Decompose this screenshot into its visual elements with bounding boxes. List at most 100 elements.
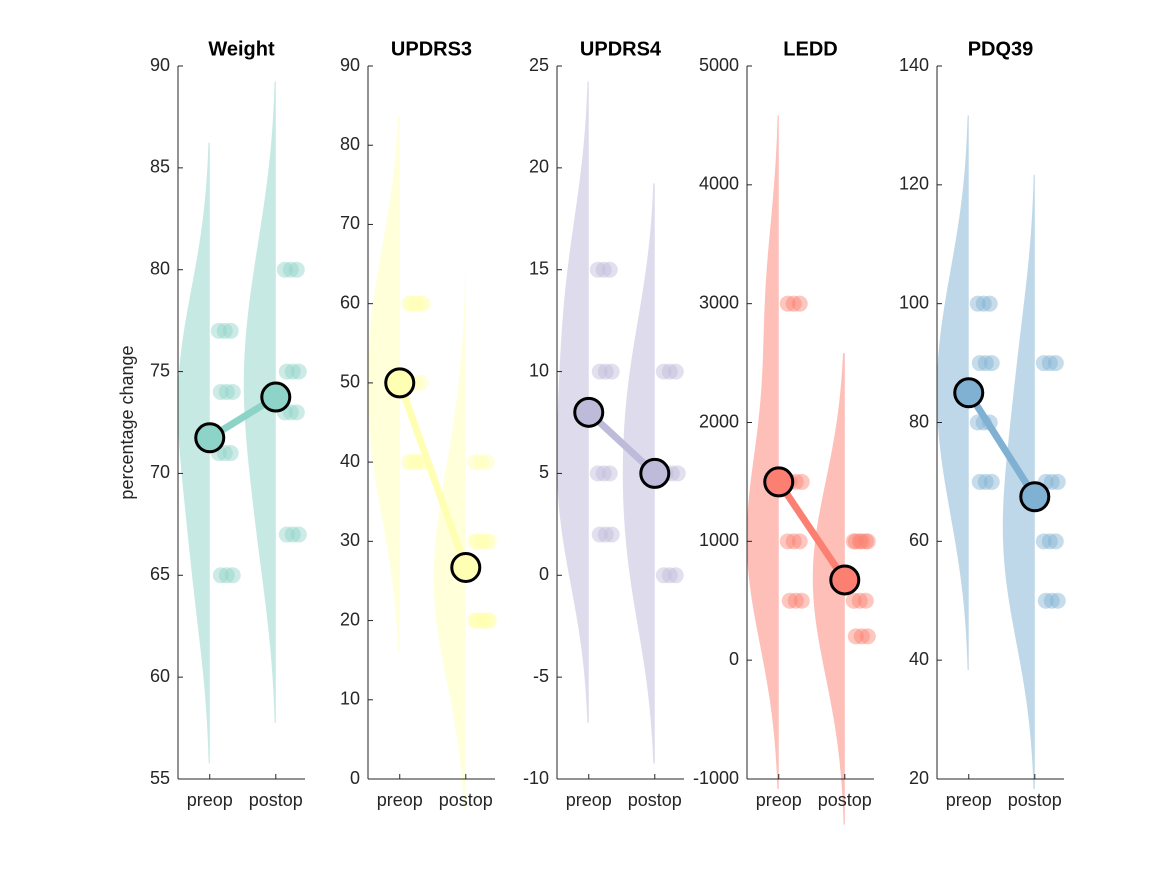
y-tick-label: -5 bbox=[533, 666, 549, 686]
x-tick-label: postop bbox=[249, 790, 303, 810]
mean-marker bbox=[1019, 481, 1051, 513]
data-point bbox=[466, 533, 483, 550]
data-point bbox=[216, 445, 233, 462]
data-point bbox=[857, 533, 874, 550]
data-point bbox=[589, 465, 606, 482]
data-point bbox=[601, 465, 618, 482]
data-point bbox=[591, 363, 608, 380]
x-tick-label: postop bbox=[818, 790, 872, 810]
violin bbox=[746, 115, 779, 789]
y-tick-label: 5 bbox=[539, 462, 549, 482]
data-point bbox=[661, 567, 678, 584]
data-point bbox=[276, 261, 293, 278]
panel: -1000 0 1000 2000 3000 4000 5000 preop postop LED… bbox=[693, 38, 876, 825]
data-point bbox=[412, 374, 429, 391]
data-point bbox=[468, 612, 485, 629]
y-tick-label: 2000 bbox=[699, 411, 739, 431]
violin bbox=[243, 81, 276, 723]
data-point bbox=[468, 612, 485, 629]
x-tick-label: postop bbox=[1008, 790, 1062, 810]
data-point bbox=[791, 295, 808, 312]
x-tick-label: preop bbox=[946, 790, 992, 810]
data-point bbox=[977, 473, 994, 490]
data-point bbox=[859, 628, 876, 645]
data-point bbox=[278, 526, 295, 543]
data-point bbox=[1041, 533, 1058, 550]
y-tick-label: 0 bbox=[729, 649, 739, 669]
y-tick-label: 85 bbox=[150, 157, 170, 177]
data-point bbox=[853, 628, 870, 645]
x-tick-label: preop bbox=[187, 790, 233, 810]
data-point bbox=[1043, 473, 1060, 490]
y-tick-label: 0 bbox=[350, 768, 360, 788]
data-point bbox=[781, 592, 798, 609]
y-tick-label: 10 bbox=[340, 689, 360, 709]
data-point bbox=[284, 526, 301, 543]
y-tick-label: 55 bbox=[150, 768, 170, 788]
data-point bbox=[472, 454, 489, 471]
y-tick-label: 70 bbox=[150, 462, 170, 482]
chart-title: UPDRS4 bbox=[580, 38, 662, 60]
y-tick-label: 30 bbox=[340, 530, 360, 550]
y-tick-label: 5000 bbox=[699, 55, 739, 75]
data-point bbox=[779, 295, 796, 312]
y-tick-label: 0 bbox=[539, 564, 549, 584]
x-tick-label: postop bbox=[439, 790, 493, 810]
violin bbox=[1002, 174, 1035, 789]
panel: 0 10 20 30 40 50 60 70 80 90 preop postop UPDRS3 bbox=[340, 38, 497, 810]
violin bbox=[812, 353, 845, 825]
panel: -10 -5 0 5 10 15 20 25 preop postop UPDRS4 bbox=[523, 38, 686, 810]
data-point bbox=[478, 533, 495, 550]
data-point bbox=[1049, 592, 1066, 609]
data-point bbox=[478, 454, 495, 471]
data-point bbox=[1035, 533, 1052, 550]
data-point bbox=[971, 355, 988, 372]
data-point bbox=[667, 363, 684, 380]
data-point bbox=[845, 592, 862, 609]
y-tick-label: 65 bbox=[150, 564, 170, 584]
data-point bbox=[290, 526, 307, 543]
chart-title: PDQ39 bbox=[968, 38, 1034, 60]
data-point bbox=[222, 445, 239, 462]
x-tick-label: postop bbox=[628, 790, 682, 810]
data-point bbox=[408, 454, 425, 471]
data-point bbox=[847, 533, 864, 550]
data-point bbox=[597, 363, 614, 380]
x-tick-label: preop bbox=[756, 790, 802, 810]
data-point bbox=[288, 404, 305, 421]
data-point bbox=[474, 612, 491, 629]
data-point bbox=[1043, 592, 1060, 609]
y-tick-label: 50 bbox=[340, 372, 360, 392]
data-point bbox=[472, 612, 489, 629]
data-point bbox=[400, 295, 417, 312]
data-point bbox=[597, 526, 614, 543]
data-point bbox=[282, 404, 299, 421]
data-point bbox=[857, 592, 874, 609]
data-point bbox=[224, 567, 241, 584]
data-point bbox=[655, 567, 672, 584]
y-tick-label: 60 bbox=[150, 666, 170, 686]
y-tick-label: 20 bbox=[909, 768, 929, 788]
y-tick-label: 20 bbox=[529, 157, 549, 177]
y-tick-label: 3000 bbox=[699, 292, 739, 312]
data-point bbox=[793, 592, 810, 609]
panel: 20 40 60 80 100 120 140 preop postop PDQ39 bbox=[899, 38, 1066, 810]
data-point bbox=[785, 295, 802, 312]
data-point bbox=[1035, 355, 1052, 372]
data-point bbox=[851, 533, 868, 550]
data-point bbox=[595, 261, 612, 278]
chart-title: Weight bbox=[208, 38, 275, 60]
data-point bbox=[601, 261, 618, 278]
data-point bbox=[480, 612, 497, 629]
data-point bbox=[603, 363, 620, 380]
mean-line bbox=[396, 381, 470, 569]
y-tick-label: 60 bbox=[909, 530, 929, 550]
data-point bbox=[791, 533, 808, 550]
mean-marker bbox=[953, 377, 985, 409]
data-point bbox=[655, 363, 672, 380]
chart-title: LEDD bbox=[783, 38, 837, 60]
data-point bbox=[603, 526, 620, 543]
data-point bbox=[589, 261, 606, 278]
data-point bbox=[466, 454, 483, 471]
